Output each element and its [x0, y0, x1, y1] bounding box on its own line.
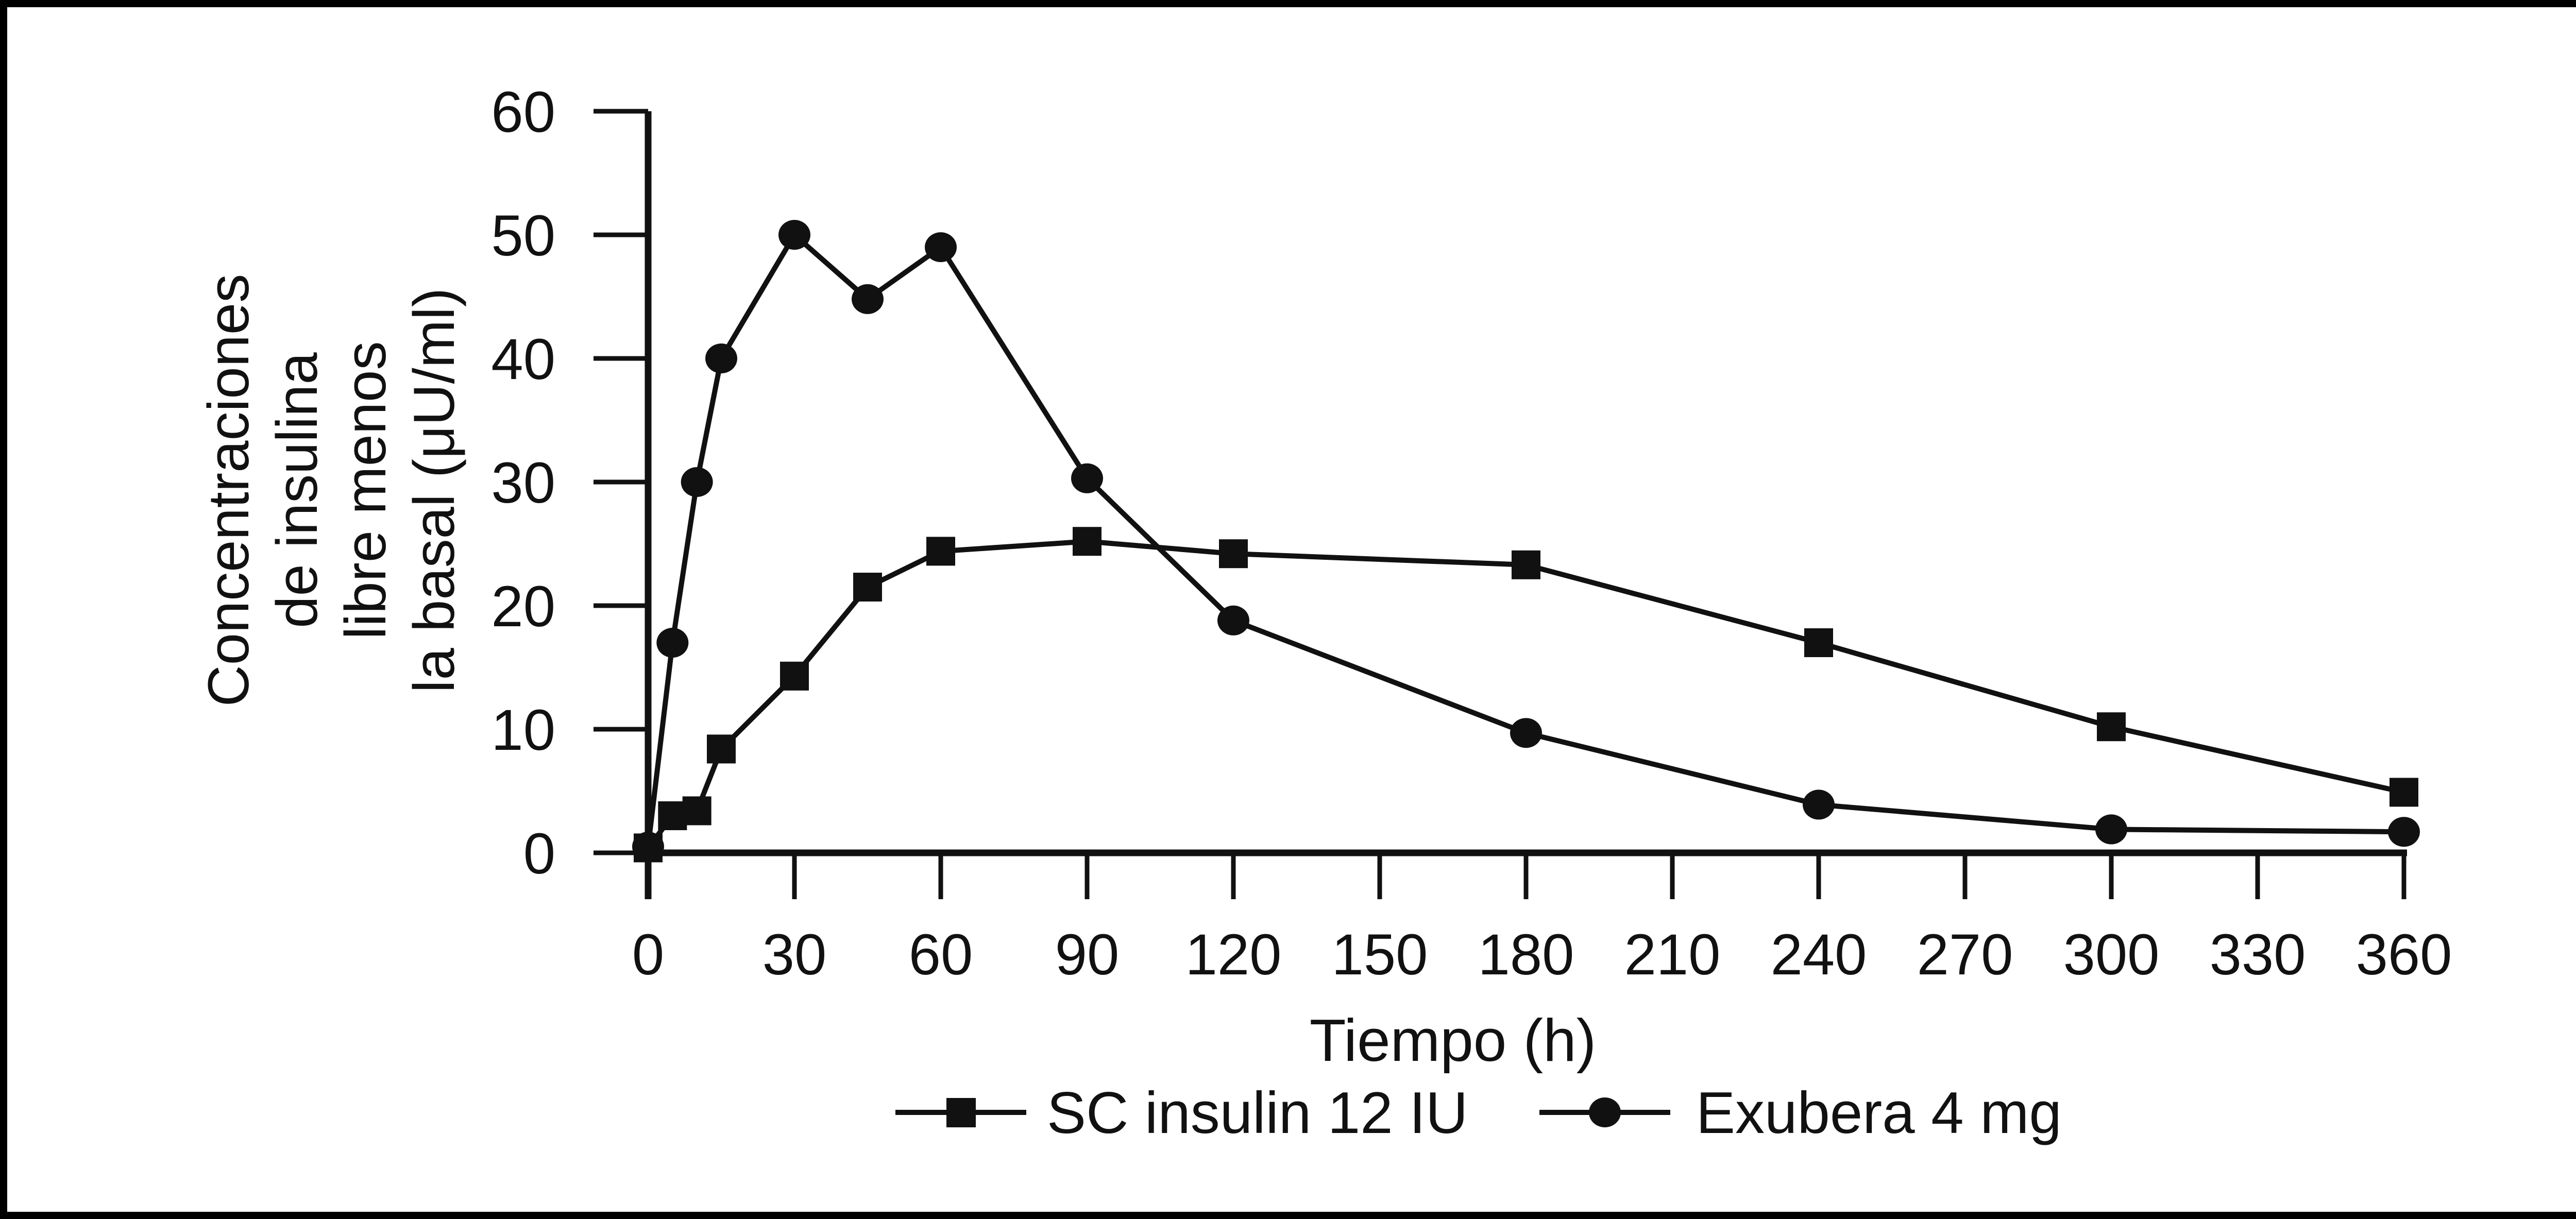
data-point-circle-exubera-4-mg	[1803, 789, 1835, 820]
data-point-square-sc-insulin-12-iu	[2389, 778, 2418, 807]
data-point-circle-exubera-4-mg	[1510, 718, 1542, 748]
y-axis-title-line: Concentraciones	[196, 274, 261, 707]
data-point-square-sc-insulin-12-iu	[780, 661, 809, 691]
data-point-circle-exubera-4-mg	[1071, 463, 1103, 493]
x-tick-label: 240	[1771, 922, 1867, 987]
y-tick-label: 50	[491, 203, 555, 268]
y-tick-label: 10	[491, 698, 555, 762]
legend-label-sc-insulin: SC insulin 12 IU	[1047, 1080, 1468, 1146]
series-line-exubera-4-mg	[646, 231, 2404, 847]
data-point-circle-exubera-4-mg	[778, 220, 810, 250]
series-line-sc-insulin-12-iu	[646, 539, 2405, 850]
data-point-square-sc-insulin-12-iu	[926, 537, 955, 566]
data-point-circle-exubera-4-mg	[632, 832, 664, 862]
axes-layer: 0 10 20 30 40 50 60 0 30 60 90 120 150 180 210 240 270 30…	[491, 80, 2452, 987]
x-tick-label: 90	[1055, 922, 1120, 987]
x-tick-label: 0	[632, 922, 664, 987]
y-axis-title-line: la basal (μU/ml)	[402, 288, 466, 693]
x-tick-label: 30	[762, 922, 827, 987]
x-tick-label: 360	[2356, 922, 2452, 987]
x-tick-label: 300	[2063, 922, 2160, 987]
x-tick-label: 210	[1624, 922, 1721, 987]
legend-item-exubera: Exubera 4 mg	[1539, 1080, 2062, 1146]
data-point-square-sc-insulin-12-iu	[2097, 712, 2126, 742]
legend-label-exubera: Exubera 4 mg	[1696, 1080, 2062, 1146]
data-point-square-sc-insulin-12-iu	[1512, 550, 1540, 579]
data-point-circle-exubera-4-mg	[681, 467, 713, 497]
x-tick-label: 150	[1332, 922, 1428, 987]
data-point-circle-exubera-4-mg	[852, 284, 884, 314]
square-marker-icon	[946, 1098, 976, 1127]
data-point-square-sc-insulin-12-iu	[707, 734, 736, 764]
x-tick-label: 270	[1917, 922, 2013, 987]
y-axis-title: Concentraciones de insulina libre menos …	[196, 274, 466, 707]
y-tick-label: 30	[491, 451, 555, 515]
x-tick-label: 330	[2210, 922, 2306, 987]
legend-item-sc-insulin: SC insulin 12 IU	[895, 1080, 1468, 1146]
y-tick-label: 20	[491, 574, 555, 639]
data-point-circle-exubera-4-mg	[705, 344, 737, 373]
x-tick-label: 120	[1185, 922, 1282, 987]
data-point-circle-exubera-4-mg	[925, 232, 957, 262]
data-point-circle-exubera-4-mg	[1217, 605, 1249, 636]
data-point-circle-exubera-4-mg	[2095, 814, 2127, 845]
legend: SC insulin 12 IU Exubera 4 mg	[895, 1080, 2062, 1146]
data-point-square-sc-insulin-12-iu	[1804, 628, 1833, 657]
circle-marker-icon	[1589, 1097, 1621, 1127]
data-point-square-sc-insulin-12-iu	[682, 796, 711, 826]
y-axis-title-line: libre menos	[333, 341, 398, 640]
data-point-square-sc-insulin-12-iu	[853, 573, 882, 602]
y-tick-label: 0	[523, 821, 555, 886]
y-tick-label: 40	[491, 327, 555, 391]
data-point-square-sc-insulin-12-iu	[658, 801, 687, 830]
y-axis-title-line: de insulina	[265, 352, 329, 628]
x-axis-title: Tiempo (h)	[1310, 1007, 1597, 1074]
data-point-square-sc-insulin-12-iu	[1219, 539, 1248, 569]
data-point-circle-exubera-4-mg	[656, 628, 689, 658]
series-layer	[632, 220, 2420, 863]
y-tick-label: 60	[491, 80, 555, 144]
data-point-circle-exubera-4-mg	[2388, 817, 2420, 847]
data-point-square-sc-insulin-12-iu	[1073, 527, 1101, 556]
x-tick-label: 180	[1478, 922, 1574, 987]
x-tick-label: 60	[909, 922, 973, 987]
